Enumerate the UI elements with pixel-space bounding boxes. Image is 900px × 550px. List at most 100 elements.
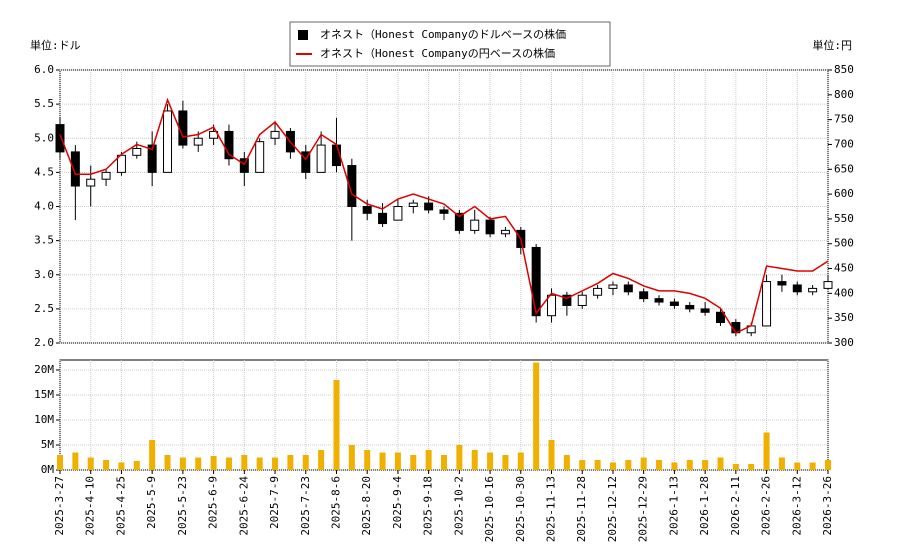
volume-bar <box>456 445 463 470</box>
volume-bar <box>717 457 724 470</box>
y-axis-label: 単位:ドル <box>30 38 81 52</box>
candle-body <box>378 212 388 225</box>
x-tick-label: 2025-8-6 <box>329 476 342 529</box>
volume-bar <box>241 455 248 470</box>
volume-bar <box>179 457 186 470</box>
x-tick-label: 2026-3-12 <box>790 476 803 536</box>
volume-bar <box>748 464 755 470</box>
plot-area <box>59 359 829 471</box>
y-tick-label: 4.0 <box>34 200 54 213</box>
candle-body <box>562 294 572 306</box>
candle-body <box>762 281 772 327</box>
volume-bar <box>763 432 770 470</box>
y-tick-label: 3.0 <box>34 268 54 281</box>
candle-body <box>700 308 710 313</box>
x-tick-label: 2025-12-12 <box>606 476 619 542</box>
candle-body <box>608 284 618 289</box>
x-tick-label: 2025-11-13 <box>545 476 558 542</box>
candle-body <box>470 219 480 231</box>
candle-body <box>347 165 357 208</box>
x-tick-label: 2025-7-9 <box>268 476 281 529</box>
y2-tick-label: 850 <box>834 63 854 76</box>
candle-body <box>623 284 633 293</box>
x-tick-label: 2025-6-24 <box>237 476 250 536</box>
candle-body <box>454 212 464 231</box>
volume-bar <box>441 455 447 470</box>
y-tick-label: 4.5 <box>34 165 54 178</box>
volume-bar <box>609 462 616 470</box>
x-tick-label: 2025-10-2 <box>452 476 465 536</box>
volume-bar <box>502 455 509 470</box>
x-tick-label: 2025-9-18 <box>422 476 435 536</box>
y2-tick-label: 700 <box>834 137 854 150</box>
candle-body <box>408 202 418 207</box>
x-tick-label: 2025-5-23 <box>176 476 189 536</box>
y2-tick-label: 400 <box>834 286 854 299</box>
y2-axis-label: 単位:円 <box>812 38 852 52</box>
y2-tick-label: 800 <box>834 88 854 101</box>
candle-body <box>163 110 173 173</box>
volume-bar <box>164 455 171 470</box>
candle-body <box>792 284 802 293</box>
candle-body <box>224 130 234 160</box>
candle-body <box>577 294 587 306</box>
volume-bar <box>625 460 632 470</box>
candle-body <box>500 229 510 235</box>
volume-bar <box>256 457 263 470</box>
x-tick-label: 2025-10-16 <box>483 476 496 542</box>
volume-bar <box>149 440 156 470</box>
volume-bar <box>225 457 232 470</box>
volume-bar <box>671 462 678 470</box>
legend-box <box>289 21 611 67</box>
candle-body <box>485 219 495 235</box>
volume-bar <box>210 456 217 470</box>
x-tick-label: 2025-4-10 <box>84 476 97 536</box>
y-tick-label: 10M <box>34 413 54 426</box>
volume-bar <box>563 455 570 470</box>
volume-bar <box>732 464 739 470</box>
y2-tick-label: 500 <box>834 237 854 250</box>
candle-body <box>239 158 249 173</box>
candle-body <box>132 147 142 156</box>
volume-bar <box>379 452 386 470</box>
candle-body <box>823 281 833 289</box>
volume-bar <box>778 457 785 470</box>
y2-tick-label: 650 <box>834 162 854 175</box>
volume-bar <box>471 450 478 470</box>
volume-bar <box>594 460 601 470</box>
volume-bar <box>72 452 79 470</box>
candle-body <box>255 141 265 173</box>
candle-body <box>147 144 157 173</box>
candle-body <box>439 209 449 214</box>
x-tick-label: 2025-4-25 <box>114 476 127 536</box>
price-line <box>59 97 829 335</box>
x-tick-label: 2026-1-13 <box>667 476 680 536</box>
candle-body <box>669 301 679 306</box>
candle-body <box>193 137 203 146</box>
y2-tick-label: 350 <box>834 311 854 324</box>
candle-body <box>808 287 818 293</box>
x-tick-label: 2026-2-26 <box>760 476 773 536</box>
volume-bar <box>87 457 94 470</box>
volume-bar <box>195 457 202 470</box>
volume-bar <box>517 452 524 470</box>
volume-bar <box>548 440 555 470</box>
volume-bar <box>487 452 494 470</box>
candle-body <box>270 130 280 139</box>
candle-body <box>777 281 787 286</box>
x-tick-label: 2025-5-9 <box>145 476 158 529</box>
y2-tick-label: 750 <box>834 113 854 126</box>
volume-bar <box>394 452 401 470</box>
y-tick-label: 20M <box>34 363 54 376</box>
candle-body <box>178 110 188 146</box>
candle-body <box>424 202 434 211</box>
y-tick-label: 5.5 <box>34 97 54 110</box>
volume-bar <box>686 460 693 470</box>
volume-bar <box>118 462 125 470</box>
y2-tick-label: 600 <box>834 187 854 200</box>
legend-label: オネスト（Honest Companyのドルベースの株価 <box>320 27 566 41</box>
y-tick-label: 5.0 <box>34 131 54 144</box>
volume-bar <box>103 460 110 470</box>
volume-bar <box>425 450 432 470</box>
